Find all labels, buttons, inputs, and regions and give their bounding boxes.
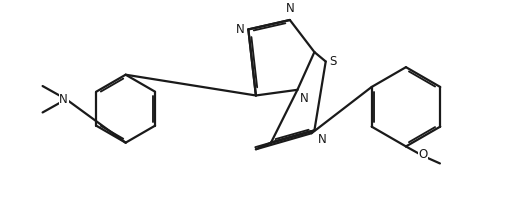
Text: N: N [300,92,309,105]
Text: N: N [59,93,68,106]
Text: O: O [418,148,428,161]
Text: N: N [318,133,327,146]
Text: N: N [285,2,294,15]
Text: S: S [330,55,337,68]
Text: N: N [236,23,244,36]
